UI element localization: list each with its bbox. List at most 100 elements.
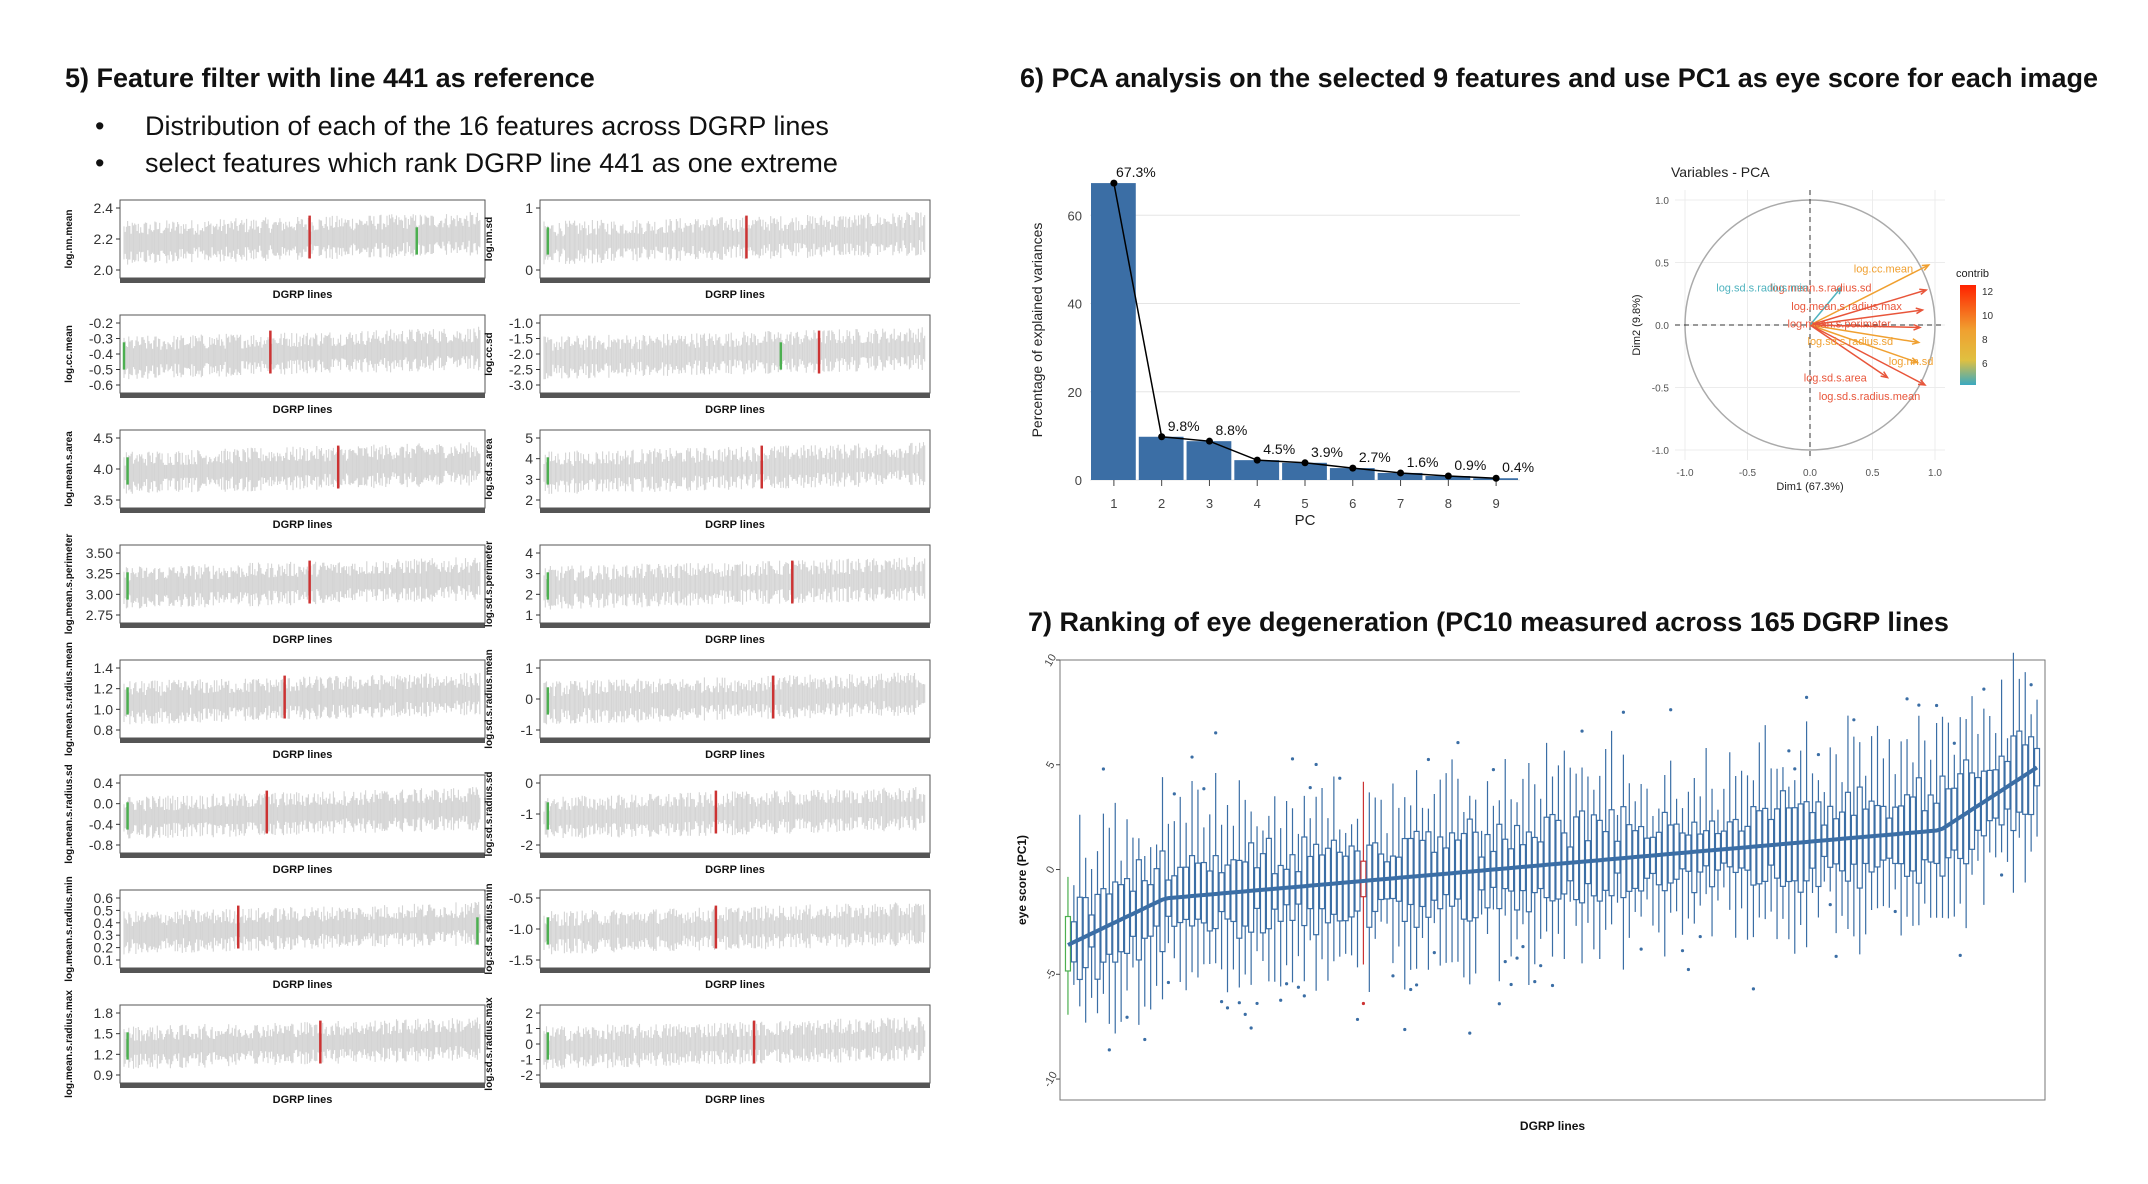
x-axis-label: DGRP lines xyxy=(273,749,333,761)
y-axis-label: log.sd.s.area xyxy=(484,438,495,500)
outlier-point xyxy=(1237,1001,1241,1005)
dgrp-line-boxplot xyxy=(1407,805,1414,992)
dgrp-line-boxplot xyxy=(1259,830,1267,962)
iqr-box xyxy=(1797,803,1804,893)
dgrp-line-boxplot xyxy=(1549,776,1556,988)
feature-panel: 2.4 2.2 2.0 log.nn.mean DGRP lines xyxy=(64,199,486,301)
y-axis-label: Dim2 (9.8%) xyxy=(1631,294,1643,355)
x-axis-band xyxy=(540,393,930,398)
loading-arrow xyxy=(1809,324,1926,386)
iqr-box xyxy=(1496,823,1503,910)
dgrp-line-boxplot xyxy=(1543,742,1550,932)
scree-bar xyxy=(1282,462,1327,480)
iqr-box xyxy=(1271,873,1278,910)
y-tick-label: 5 xyxy=(1044,760,1057,771)
bullet-item: • select features which rank DGRP line 44… xyxy=(95,145,838,182)
dgrp-line-boxplot xyxy=(1342,832,1349,954)
outlier-point xyxy=(1219,999,1224,1004)
outlier-point xyxy=(1521,945,1525,949)
iqr-box xyxy=(1419,839,1426,908)
iqr-box xyxy=(1372,842,1379,913)
outlier-point xyxy=(1503,960,1507,964)
dgrp-line-boxplot xyxy=(1454,740,1462,962)
outlier-point xyxy=(1686,967,1691,972)
y-tick-label: 4 xyxy=(525,451,533,467)
y-tick-label: 20 xyxy=(1068,385,1082,400)
y-axis-label: log.mean.s.radius.min xyxy=(64,876,75,982)
feature-panel: 1 0 log.nn.sd DGRP lines xyxy=(484,199,931,301)
iqr-box xyxy=(1886,817,1893,859)
y-tick-label: -10 xyxy=(1042,1070,1060,1090)
iqr-box xyxy=(1253,867,1261,910)
y-tick-label: -1.0 xyxy=(509,315,533,331)
outlier-point xyxy=(1243,1012,1247,1016)
outlier-point xyxy=(1751,987,1756,991)
scree-bar xyxy=(1329,468,1375,480)
legend-tick-label: 6 xyxy=(1982,359,1988,370)
data-label: 9.8% xyxy=(1168,418,1200,434)
x-axis-band xyxy=(120,623,485,628)
distribution-bars xyxy=(543,212,926,265)
y-tick-label: 4.5 xyxy=(94,430,114,446)
x-axis-band xyxy=(120,853,485,858)
dgrp-line-boxplot xyxy=(1768,768,1775,912)
y-tick-label: 10 xyxy=(1043,652,1060,669)
dgrp-line-boxplot xyxy=(1301,795,1308,998)
feature-panel: 4 3 2 1 log.sd.s.perimeter DGRP lines xyxy=(484,541,931,646)
y-tick-label: -0.5 xyxy=(509,890,533,906)
distribution-bars xyxy=(123,787,481,839)
dgrp-line-boxplot xyxy=(1886,739,1893,908)
x-tick-label: 5 xyxy=(1301,496,1308,511)
y-tick-label: 4 xyxy=(525,545,533,561)
iqr-box xyxy=(1590,814,1597,897)
arrow-head xyxy=(1911,338,1921,345)
iqr-box xyxy=(1401,837,1408,923)
iqr-box xyxy=(1147,884,1154,937)
outlier-point xyxy=(1255,1001,1259,1006)
iqr-box xyxy=(1779,790,1787,887)
y-tick-label: 0.4 xyxy=(94,775,114,791)
outlier-point xyxy=(1107,1048,1111,1052)
x-axis-label: DGRP lines xyxy=(705,519,765,531)
x-axis-band xyxy=(540,738,930,743)
iqr-box xyxy=(1188,855,1196,927)
x-tick-label: 0.0 xyxy=(1803,468,1817,479)
arrow-head xyxy=(1834,286,1843,295)
distribution-bars xyxy=(123,672,481,725)
iqr-box xyxy=(1661,811,1668,892)
data-label: 8.8% xyxy=(1215,422,1247,438)
y-tick-label: 0.0 xyxy=(94,796,114,812)
distribution-bars xyxy=(123,901,481,955)
iqr-box xyxy=(1206,870,1213,932)
outlier-point xyxy=(1804,695,1809,699)
dgrp-line-boxplot xyxy=(1573,773,1580,926)
iqr-box xyxy=(2028,736,2035,816)
iqr-box xyxy=(1443,847,1450,896)
iqr-box xyxy=(1838,811,1846,872)
y-tick-label: -0.3 xyxy=(89,331,113,347)
dgrp-line-boxplot xyxy=(1578,729,1586,964)
y-tick-label: 2.0 xyxy=(94,262,114,278)
outlier-point xyxy=(2029,683,2033,687)
dgrp-line-boxplot xyxy=(1419,807,1426,939)
iqr-box xyxy=(1183,866,1190,921)
scree-point xyxy=(1492,474,1500,482)
outlier-point xyxy=(1958,953,1962,957)
iqr-box xyxy=(1259,853,1267,934)
plot-title: Variables - PCA xyxy=(1671,164,1770,180)
scree-bar xyxy=(1377,472,1423,480)
y-tick-label: -2 xyxy=(521,1067,534,1083)
y-tick-label: -1.0 xyxy=(1652,446,1670,457)
legend-colorbar xyxy=(1960,285,1976,385)
y-tick-label: 1.0 xyxy=(94,701,114,717)
distribution-bars xyxy=(543,1017,926,1070)
iqr-box xyxy=(1632,830,1639,890)
dgrp-line-boxplot xyxy=(1838,782,1846,916)
y-tick-label: 3.00 xyxy=(86,586,113,602)
loading-arrow xyxy=(1809,324,1921,329)
outlier-point xyxy=(1468,1031,1472,1035)
variable-label: log.sd.s.radius.min xyxy=(1716,282,1808,294)
scree-point xyxy=(1444,472,1452,480)
iqr-box xyxy=(1726,821,1733,868)
distribution-bars xyxy=(123,442,481,494)
